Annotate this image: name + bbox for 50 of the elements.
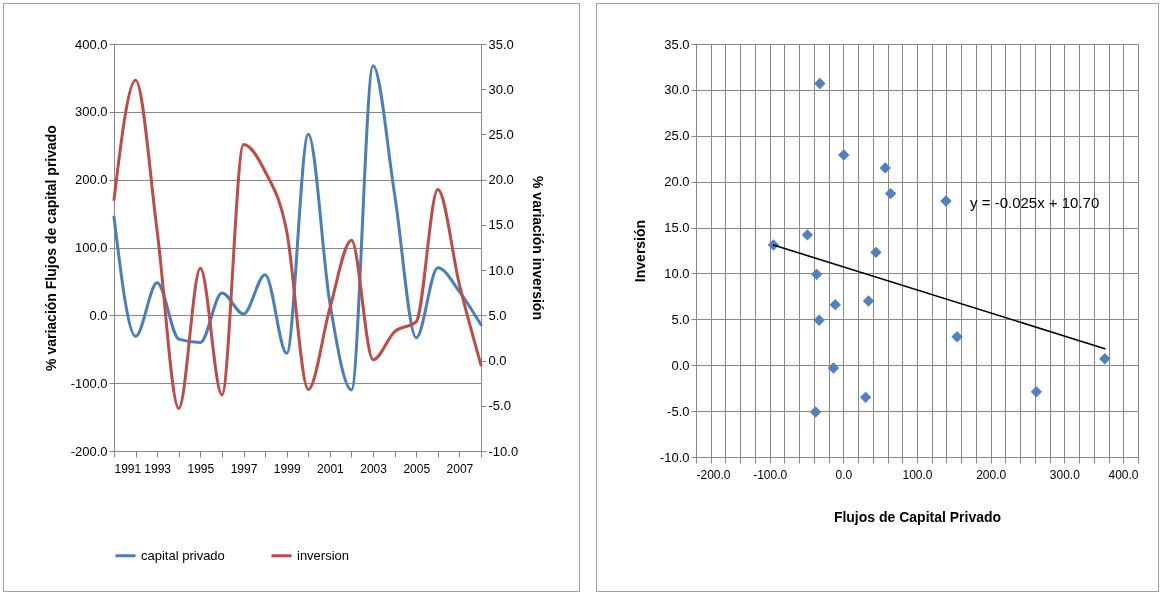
y-tick-label: 0.0 bbox=[671, 357, 690, 373]
x-tick-label: 300.0 bbox=[1049, 467, 1081, 482]
x-tick-label: 2007 bbox=[446, 461, 474, 476]
y2-tick-label: 10.0 bbox=[488, 262, 514, 278]
x-tick-label: 1991 bbox=[114, 461, 142, 476]
y2-tick-label: 30.0 bbox=[488, 81, 514, 97]
y-tick-label: 10.0 bbox=[664, 265, 690, 281]
y2-tick-label: 25.0 bbox=[488, 126, 514, 142]
y-tick-label: -5.0 bbox=[667, 403, 690, 419]
x-tick-label: 200.0 bbox=[976, 467, 1007, 482]
legend-label: capital privado bbox=[141, 547, 225, 563]
x-tick-label: 2003 bbox=[360, 461, 388, 476]
y-tick-label: 100.0 bbox=[74, 240, 108, 255]
legend-label: inversion bbox=[297, 547, 350, 563]
y2-tick-label: 35.0 bbox=[488, 36, 514, 52]
y-tick-label: 15.0 bbox=[664, 220, 690, 236]
y-tick-label: 35.0 bbox=[664, 36, 690, 52]
x-tick-label: 0.0 bbox=[835, 467, 853, 482]
y2-tick-label: -10.0 bbox=[488, 443, 519, 459]
y-tick-label: -100.0 bbox=[70, 375, 108, 391]
y-tick-label: 5.0 bbox=[671, 311, 690, 327]
y2-tick-label: 15.0 bbox=[488, 217, 514, 233]
x-tick-label: 100.0 bbox=[902, 467, 933, 482]
x-tick-label: 1997 bbox=[230, 461, 258, 476]
x-tick-label: 1999 bbox=[273, 461, 301, 476]
y2-tick-label: 5.0 bbox=[488, 307, 507, 323]
y-tick-label: -10.0 bbox=[659, 449, 690, 465]
x-tick-label: -200.0 bbox=[696, 467, 731, 482]
y-tick-label: 20.0 bbox=[664, 174, 690, 190]
x-tick-label: 2001 bbox=[317, 461, 345, 476]
x-tick-label: 1995 bbox=[187, 461, 215, 476]
y2-tick-label: 20.0 bbox=[488, 172, 514, 188]
x-tick-label: -100.0 bbox=[753, 467, 788, 482]
x-tick-label: 400.0 bbox=[1108, 467, 1139, 482]
y-axis-title: % variación Flujos de capital privado bbox=[42, 125, 59, 371]
y2-axis-title: % variación inversión bbox=[530, 176, 547, 320]
y-tick-label: 300.0 bbox=[74, 104, 108, 120]
x-axis-title: Flujos de Capital Privado bbox=[833, 508, 1002, 525]
y-tick-label: -200.0 bbox=[70, 443, 108, 459]
x-tick-label: 2005 bbox=[403, 461, 431, 476]
x-tick-label: 1993 bbox=[144, 461, 172, 476]
y2-tick-label: -5.0 bbox=[488, 398, 511, 414]
annotation: y = -0.025x + 10.70 bbox=[970, 194, 1100, 212]
y-tick-label: 30.0 bbox=[664, 82, 690, 98]
y-tick-label: 0.0 bbox=[89, 307, 108, 323]
y2-tick-label: 0.0 bbox=[488, 353, 507, 369]
y-tick-label: 200.0 bbox=[74, 172, 108, 188]
y-tick-label: 400.0 bbox=[74, 36, 108, 52]
y-axis-title: Inversión bbox=[631, 219, 648, 283]
y-tick-label: 25.0 bbox=[664, 128, 690, 144]
